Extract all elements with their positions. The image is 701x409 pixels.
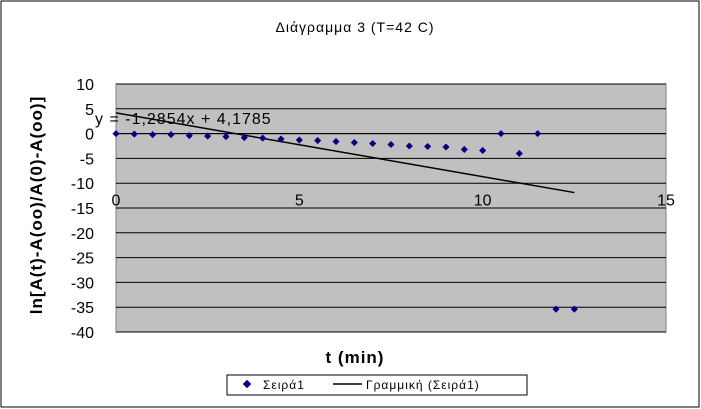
data-point	[479, 146, 487, 154]
legend-label-trendline: Γραμμική (Σειρά1)	[366, 378, 480, 392]
data-point	[167, 131, 175, 139]
data-point	[515, 149, 523, 157]
y-tick-label: 10	[76, 77, 94, 94]
y-tick-label: -40	[71, 325, 94, 342]
data-point	[460, 145, 468, 154]
data-point	[295, 136, 303, 144]
data-point	[552, 305, 560, 313]
trendline	[115, 112, 575, 194]
data-point	[424, 142, 432, 151]
y-tick-label: 0	[85, 127, 94, 144]
data-point	[497, 130, 505, 138]
data-point	[204, 132, 212, 140]
y-tick-label: -15	[71, 201, 94, 218]
x-tick-labels: 0 5 10 15	[112, 193, 675, 210]
data-point	[112, 130, 120, 138]
data-point	[222, 133, 230, 141]
x-axis-label: t (min)	[326, 348, 385, 367]
x-tick-label: 5	[295, 193, 304, 210]
x-tick-label: 15	[657, 193, 675, 210]
legend-label-series1: Σειρά1	[263, 378, 305, 392]
chart-title: Διάγραμμα 3 (T=42 C)	[275, 19, 434, 35]
trendline-equation: y = -1,2854x + 4,1785	[95, 111, 272, 128]
y-axis-label: ln[A(t)-A(oo)/A(0)-A(oo)]	[27, 96, 46, 315]
data-point	[130, 130, 138, 138]
data-point	[185, 132, 193, 140]
legend-box	[226, 374, 528, 396]
y-tick-label: -5	[80, 151, 94, 168]
x-tick-label: 10	[474, 193, 492, 210]
data-point	[387, 140, 395, 149]
data-point	[314, 137, 322, 145]
data-point	[259, 134, 267, 142]
data-point	[442, 143, 450, 151]
data-point	[149, 131, 157, 139]
data-point	[369, 139, 377, 148]
y-tick-label: -35	[71, 300, 94, 317]
data-point	[570, 305, 578, 313]
data-point	[240, 134, 248, 142]
data-point	[332, 138, 340, 146]
legend: Σειρά1 Γραμμική (Σειρά1)	[226, 374, 528, 396]
y-tick-labels: 10 5 0 -5 -10 -15 -20 -25 -30 -35 -40	[71, 77, 94, 342]
data-point	[534, 130, 542, 138]
y-tick-label: -20	[71, 226, 94, 243]
x-tick-label: 0	[112, 193, 121, 210]
data-point	[405, 142, 413, 150]
legend-marker-series1	[242, 379, 252, 389]
y-tick-label: -30	[71, 275, 94, 292]
data-points	[112, 130, 578, 313]
y-tick-label: -10	[71, 176, 94, 193]
data-point	[350, 138, 358, 147]
data-point	[277, 135, 285, 143]
y-tick-label: 5	[85, 102, 94, 119]
y-tick-label: -25	[71, 251, 94, 268]
